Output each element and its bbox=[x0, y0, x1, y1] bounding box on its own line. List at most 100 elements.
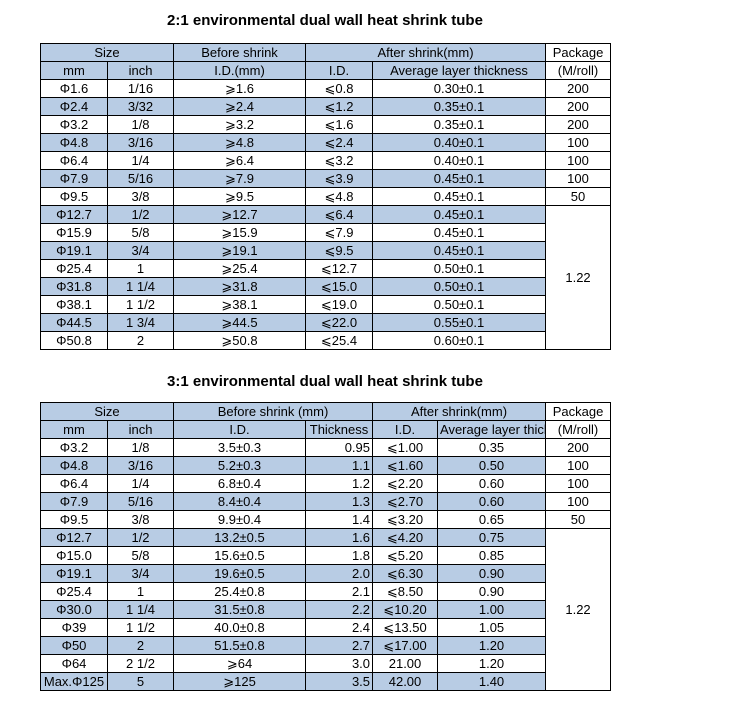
table-cell: ⩽5.20 bbox=[372, 546, 439, 565]
table-cell: 0.30±0.1 bbox=[372, 79, 547, 98]
table-cell: I.D. bbox=[372, 420, 439, 439]
table-cell: 25.4±0.8 bbox=[173, 582, 307, 601]
table-cell: 100 bbox=[545, 169, 612, 188]
table-cell: 200 bbox=[545, 115, 612, 134]
table-cell: ⩽15.0 bbox=[305, 277, 374, 296]
table-cell: 1.22 bbox=[545, 205, 612, 350]
table-cell: ⩽2.4 bbox=[305, 133, 374, 152]
table-cell: Φ44.5 bbox=[40, 313, 108, 332]
table-row: Max.Φ125 5 ⩾125 3.5 42.00 1.40 bbox=[40, 672, 611, 691]
table-cell: ⩽19.0 bbox=[305, 295, 374, 314]
table-cell: 1.22 bbox=[545, 528, 612, 691]
table-cell: ⩽2.20 bbox=[372, 474, 439, 493]
table-cell: ⩽8.50 bbox=[372, 582, 439, 601]
table-cell: Φ3.2 bbox=[40, 438, 108, 457]
table-cell: ⩾64 bbox=[173, 654, 307, 673]
table-cell: 1.20 bbox=[437, 654, 547, 673]
table-cell: ⩽9.5 bbox=[305, 241, 374, 260]
table-cell: ⩾125 bbox=[173, 672, 307, 691]
table-cell: ⩽0.8 bbox=[305, 79, 374, 98]
table-cell: 2.0 bbox=[305, 564, 374, 583]
table-cell: (M/roll) bbox=[545, 61, 612, 80]
table-cell: Φ15.0 bbox=[40, 546, 108, 565]
table-cell: 0.50±0.1 bbox=[372, 259, 547, 278]
table-cell: 0.40±0.1 bbox=[372, 133, 547, 152]
table-row: Φ12.7 1/2 ⩾12.7 ⩽6.4 0.45±0.1 1.22 bbox=[40, 205, 612, 350]
table-cell: 3/4 bbox=[106, 241, 175, 260]
table-cell: ⩽4.20 bbox=[372, 528, 439, 547]
table-cell: 21.00 bbox=[372, 654, 439, 673]
table-cell: ⩾19.1 bbox=[173, 241, 307, 260]
table-row: Φ44.5 1 3/4 ⩾44.5 ⩽22.0 0.55±0.1 bbox=[40, 313, 611, 332]
table-cell: ⩾1.6 bbox=[173, 79, 307, 98]
table-cell: After shrink(mm) bbox=[305, 43, 547, 62]
table-cell: ⩽25.4 bbox=[305, 331, 374, 350]
table-cell: 1.8 bbox=[305, 546, 374, 565]
table-cell: 3.0 bbox=[305, 654, 374, 673]
table-cell: I.D. bbox=[173, 420, 307, 439]
table-cell: ⩽6.4 bbox=[305, 205, 374, 224]
table-cell: Before shrink bbox=[173, 43, 307, 62]
table-row: Φ7.9 5/16 ⩾7.9 ⩽3.9 0.45±0.1 100 bbox=[40, 169, 612, 188]
table-row: Φ19.1 3/4 ⩾19.1 ⩽9.5 0.45±0.1 bbox=[40, 241, 611, 260]
table-cell: 5/16 bbox=[106, 492, 175, 511]
table-cell: 0.45±0.1 bbox=[372, 205, 547, 224]
table-row: Φ25.4 1 25.4±0.8 2.1 ⩽8.50 0.90 bbox=[40, 582, 611, 601]
table-cell: ⩽3.20 bbox=[372, 510, 439, 529]
table-cell: ⩾38.1 bbox=[173, 295, 307, 314]
table-cell: 1.3 bbox=[305, 492, 374, 511]
header-row: mm inch I.D. Thickness I.D. Average layer thi… bbox=[40, 420, 612, 439]
table-cell: 1 bbox=[106, 582, 175, 601]
table-cell: 1 1/4 bbox=[106, 600, 175, 619]
table-cell: Φ2.4 bbox=[40, 97, 108, 116]
table-cell: 0.35±0.1 bbox=[372, 97, 547, 116]
table-cell: inch bbox=[106, 420, 175, 439]
table-cell: Φ7.9 bbox=[40, 492, 108, 511]
table-row: Φ7.9 5/16 8.4±0.4 1.3 ⩽2.70 0.60 100 bbox=[40, 492, 612, 511]
table-cell: Φ19.1 bbox=[40, 241, 108, 260]
table-cell: 2.2 bbox=[305, 600, 374, 619]
table-title: 2:1 environmental dual wall heat shrink … bbox=[167, 12, 483, 29]
table-cell: 5 bbox=[106, 672, 175, 691]
table-cell: 0.50±0.1 bbox=[372, 295, 547, 314]
table-cell: ⩾4.8 bbox=[173, 133, 307, 152]
table-cell: 0.45±0.1 bbox=[372, 223, 547, 242]
table-cell: ⩾12.7 bbox=[173, 205, 307, 224]
table-cell: 1/4 bbox=[106, 474, 175, 493]
table-cell: Φ15.9 bbox=[40, 223, 108, 242]
table-cell: 5.2±0.3 bbox=[173, 456, 307, 475]
table-cell: ⩾9.5 bbox=[173, 187, 307, 206]
table-cell: Package bbox=[545, 43, 612, 62]
table-cell: ⩾2.4 bbox=[173, 97, 307, 116]
table-cell: 1.1 bbox=[305, 456, 374, 475]
table-cell: 50 bbox=[545, 510, 612, 529]
table-cell: ⩽13.50 bbox=[372, 618, 439, 637]
table-row: Φ50 2 51.5±0.8 2.7 ⩽17.00 1.20 bbox=[40, 636, 611, 655]
table-cell: Φ50 bbox=[40, 636, 108, 655]
table-row: Φ6.4 1/4 ⩾6.4 ⩽3.2 0.40±0.1 100 bbox=[40, 151, 612, 170]
table-title: 3:1 environmental dual wall heat shrink … bbox=[167, 373, 483, 390]
table-cell: Φ12.7 bbox=[40, 205, 108, 224]
table-cell: 8.4±0.4 bbox=[173, 492, 307, 511]
table-cell: After shrink(mm) bbox=[372, 402, 547, 421]
table-cell: 0.35±0.1 bbox=[372, 115, 547, 134]
table-cell: ⩽22.0 bbox=[305, 313, 374, 332]
table-row: Φ9.5 3/8 ⩾9.5 ⩽4.8 0.45±0.1 50 bbox=[40, 187, 612, 206]
table-cell: ⩾44.5 bbox=[173, 313, 307, 332]
table-cell: 0.50 bbox=[437, 456, 547, 475]
table-cell: 0.60±0.1 bbox=[372, 331, 547, 350]
table-cell: ⩽6.30 bbox=[372, 564, 439, 583]
table-cell: 51.5±0.8 bbox=[173, 636, 307, 655]
table-cell: 0.50±0.1 bbox=[372, 277, 547, 296]
table-cell: Φ3.2 bbox=[40, 115, 108, 134]
table-cell: Thickness bbox=[305, 420, 374, 439]
table-cell: ⩾6.4 bbox=[173, 151, 307, 170]
table-row: Φ9.5 3/8 9.9±0.4 1.4 ⩽3.20 0.65 50 bbox=[40, 510, 612, 529]
table-cell: 3/4 bbox=[106, 564, 175, 583]
table-row: Φ30.0 1 1/4 31.5±0.8 2.2 ⩽10.20 1.00 bbox=[40, 600, 611, 619]
table-cell: Φ1.6 bbox=[40, 79, 108, 98]
table-cell: Φ25.4 bbox=[40, 582, 108, 601]
table-cell: 200 bbox=[545, 79, 612, 98]
table-cell: Φ4.8 bbox=[40, 456, 108, 475]
